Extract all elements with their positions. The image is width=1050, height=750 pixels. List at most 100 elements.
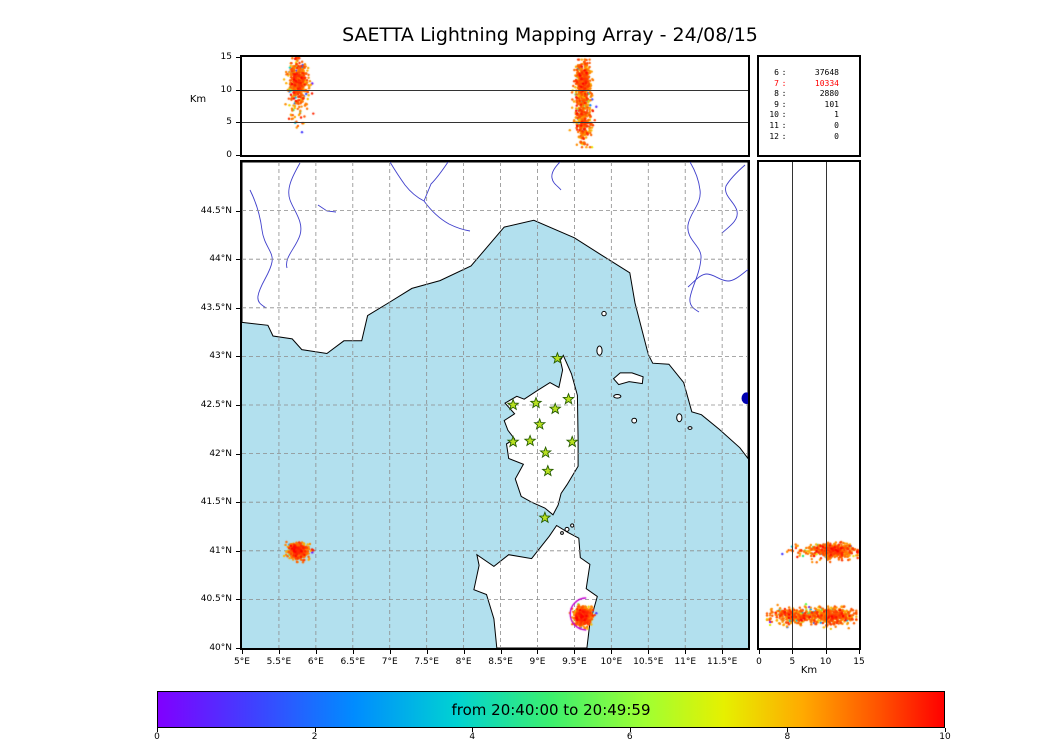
tick-mark bbox=[426, 650, 428, 654]
tick-label: 42°N bbox=[209, 448, 232, 459]
tick-mark bbox=[611, 650, 613, 654]
tick-mark bbox=[352, 650, 354, 654]
tick-label: 5.5°E bbox=[266, 657, 292, 667]
tick-mark bbox=[242, 650, 243, 654]
tick-mark bbox=[787, 728, 789, 732]
stats-row: 9:101 bbox=[774, 99, 839, 109]
tick-label: 10 bbox=[220, 84, 232, 95]
tick-label: 15 bbox=[220, 52, 232, 62]
tick-mark bbox=[236, 599, 240, 601]
source-count-panel: 6:37648 7:10334 8:2880 9:101 10:1 11:0 12:0 bbox=[757, 55, 861, 157]
tick-mark bbox=[236, 89, 240, 91]
tick-label: 8.5°E bbox=[488, 657, 513, 667]
altitude-axis-label: Km bbox=[189, 94, 207, 105]
tick-label: 15 bbox=[853, 657, 865, 667]
tick-mark bbox=[236, 550, 240, 552]
tick-label: 2 bbox=[311, 732, 318, 742]
right-altitude-axis-label: Km bbox=[800, 665, 818, 676]
tick-mark bbox=[157, 728, 158, 732]
tick-mark bbox=[236, 648, 240, 649]
lightning-scatter-altitude-latitude bbox=[759, 162, 859, 648]
tick-label: 10 bbox=[819, 657, 832, 667]
tick-label: 40°N bbox=[209, 643, 232, 653]
figure-title: SAETTA Lightning Mapping Array - 24/08/1… bbox=[342, 24, 758, 46]
stats-row: 10:1 bbox=[769, 110, 839, 120]
tick-label: 5°E bbox=[234, 657, 250, 667]
tick-label: 40.5°N bbox=[200, 594, 232, 605]
stats-row: 8:2880 bbox=[774, 89, 839, 99]
tick-label: 10°E bbox=[600, 657, 623, 667]
tick-mark bbox=[314, 728, 316, 732]
tick-mark bbox=[236, 307, 240, 309]
time-colorbar: from 20:40:00 to 20:49:59 bbox=[157, 691, 945, 728]
altitude-gridline bbox=[242, 122, 748, 124]
tick-mark bbox=[463, 650, 465, 654]
tick-label: 11°E bbox=[674, 657, 697, 667]
tick-label: 9.5°E bbox=[562, 657, 587, 667]
tick-label: 8°E bbox=[455, 657, 472, 667]
tick-mark bbox=[389, 650, 391, 654]
tick-mark bbox=[472, 728, 474, 732]
tick-mark bbox=[236, 57, 240, 58]
tick-label: 10.5°E bbox=[633, 657, 664, 667]
altitude-longitude-panel bbox=[240, 55, 750, 157]
lightning-scatter-altitude-longitude bbox=[242, 57, 748, 155]
tick-label: 8 bbox=[784, 732, 791, 742]
tick-label: 41.5°N bbox=[200, 497, 232, 508]
tick-mark bbox=[629, 728, 631, 732]
tick-label: 11.5°E bbox=[707, 657, 738, 667]
tick-mark bbox=[278, 650, 280, 654]
tick-label: 43°N bbox=[209, 351, 232, 362]
tick-label: 42.5°N bbox=[200, 400, 232, 410]
altitude-gridline bbox=[242, 89, 748, 91]
tick-label: 0 bbox=[226, 150, 232, 160]
tick-label: 0 bbox=[154, 732, 160, 742]
tick-mark bbox=[500, 650, 502, 654]
tick-label: 9°E bbox=[529, 657, 546, 667]
tick-mark bbox=[574, 650, 576, 654]
colorbar-label: from 20:40:00 to 20:49:59 bbox=[451, 700, 651, 719]
tick-mark bbox=[236, 210, 240, 212]
tick-label: 4 bbox=[469, 732, 476, 742]
tick-mark bbox=[759, 650, 760, 654]
map-panel bbox=[240, 160, 750, 650]
tick-label: 5 bbox=[789, 657, 796, 667]
tick-mark bbox=[685, 650, 687, 654]
altitude-gridline bbox=[792, 162, 794, 648]
tick-mark bbox=[825, 650, 827, 654]
tick-mark bbox=[537, 650, 539, 654]
tick-mark bbox=[722, 650, 724, 654]
tick-label: 6°E bbox=[307, 657, 324, 667]
altitude-gridline bbox=[825, 162, 827, 648]
stats-row: 12:0 bbox=[769, 131, 839, 141]
tick-label: 6 bbox=[626, 732, 633, 742]
tick-mark bbox=[236, 155, 240, 156]
tick-mark bbox=[236, 122, 240, 124]
tick-mark bbox=[236, 356, 240, 358]
tick-mark bbox=[648, 650, 650, 654]
tick-label: 41°N bbox=[209, 545, 232, 556]
stats-row: 11:0 bbox=[769, 120, 839, 130]
stats-row: 7:10334 bbox=[774, 78, 839, 88]
stats-rows: 6:37648 7:10334 8:2880 9:101 10:1 11:0 12:0 bbox=[765, 68, 859, 142]
tick-label: 44.5°N bbox=[200, 205, 232, 216]
tick-mark bbox=[945, 728, 946, 732]
tick-mark bbox=[236, 502, 240, 504]
tick-mark bbox=[236, 259, 240, 261]
tick-label: 10 bbox=[939, 732, 951, 742]
tick-label: 44°N bbox=[209, 254, 232, 265]
tick-label: 7°E bbox=[381, 657, 398, 667]
tick-label: 43.5°N bbox=[200, 302, 232, 313]
altitude-latitude-panel bbox=[757, 160, 861, 650]
stats-row: 6:37648 bbox=[774, 68, 839, 77]
tick-mark bbox=[236, 405, 240, 406]
tick-label: 6.5°E bbox=[340, 657, 366, 667]
tick-mark bbox=[315, 650, 317, 654]
tick-label: 0 bbox=[756, 657, 762, 667]
tick-label: 5 bbox=[226, 117, 232, 128]
tick-mark bbox=[859, 650, 860, 654]
tick-mark bbox=[792, 650, 794, 654]
lightning-scatter-map bbox=[242, 162, 748, 648]
tick-mark bbox=[236, 453, 240, 455]
